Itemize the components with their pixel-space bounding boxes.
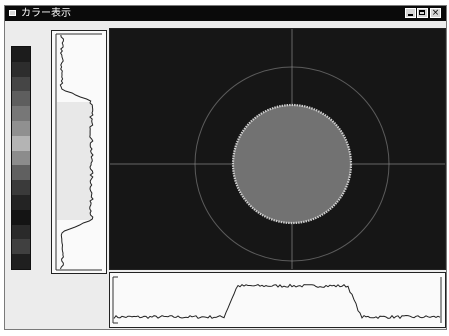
color-scale-segment: [12, 91, 30, 107]
color-scale-segment: [12, 165, 30, 181]
color-scale-segment: [12, 120, 30, 136]
title-bar[interactable]: カラー表示 ×: [5, 6, 446, 21]
minimize-button[interactable]: [405, 8, 416, 18]
image-view[interactable]: [109, 28, 446, 270]
color-scale-segment: [12, 61, 30, 77]
color-scale-segment: [12, 135, 30, 151]
vertical-profile-panel: [51, 30, 107, 274]
color-scale-segment: [12, 254, 30, 269]
color-scale-segment: [12, 224, 30, 240]
vertical-profile-trace: [59, 34, 94, 270]
central-disc: [231, 103, 353, 225]
vertical-profile-plot: [55, 33, 102, 271]
horizontal-profile-trace: [113, 283, 441, 320]
maximize-button[interactable]: [417, 8, 428, 18]
close-icon: ×: [431, 8, 440, 18]
image-view-canvas[interactable]: [110, 29, 445, 269]
color-display-window: カラー表示 ×: [4, 5, 447, 330]
color-scale-segment: [12, 150, 30, 166]
color-scale-segment: [12, 106, 30, 121]
close-button[interactable]: ×: [430, 8, 441, 18]
disc-edge: [231, 103, 353, 225]
color-scale-segment: [12, 47, 30, 62]
horizontal-profile-plot: [112, 276, 442, 324]
color-scale-segment: [12, 209, 30, 225]
color-scale-segment: [12, 180, 30, 195]
color-scale-segment: [12, 76, 30, 92]
color-scale-bar: [11, 46, 31, 270]
window-menu-icon[interactable]: [9, 10, 16, 16]
outer-guide-circle: [194, 66, 390, 262]
color-scale-segment: [12, 239, 30, 255]
window-title: カラー表示: [21, 8, 71, 19]
color-scale-segment: [12, 194, 30, 210]
horizontal-profile-panel: [109, 272, 446, 328]
